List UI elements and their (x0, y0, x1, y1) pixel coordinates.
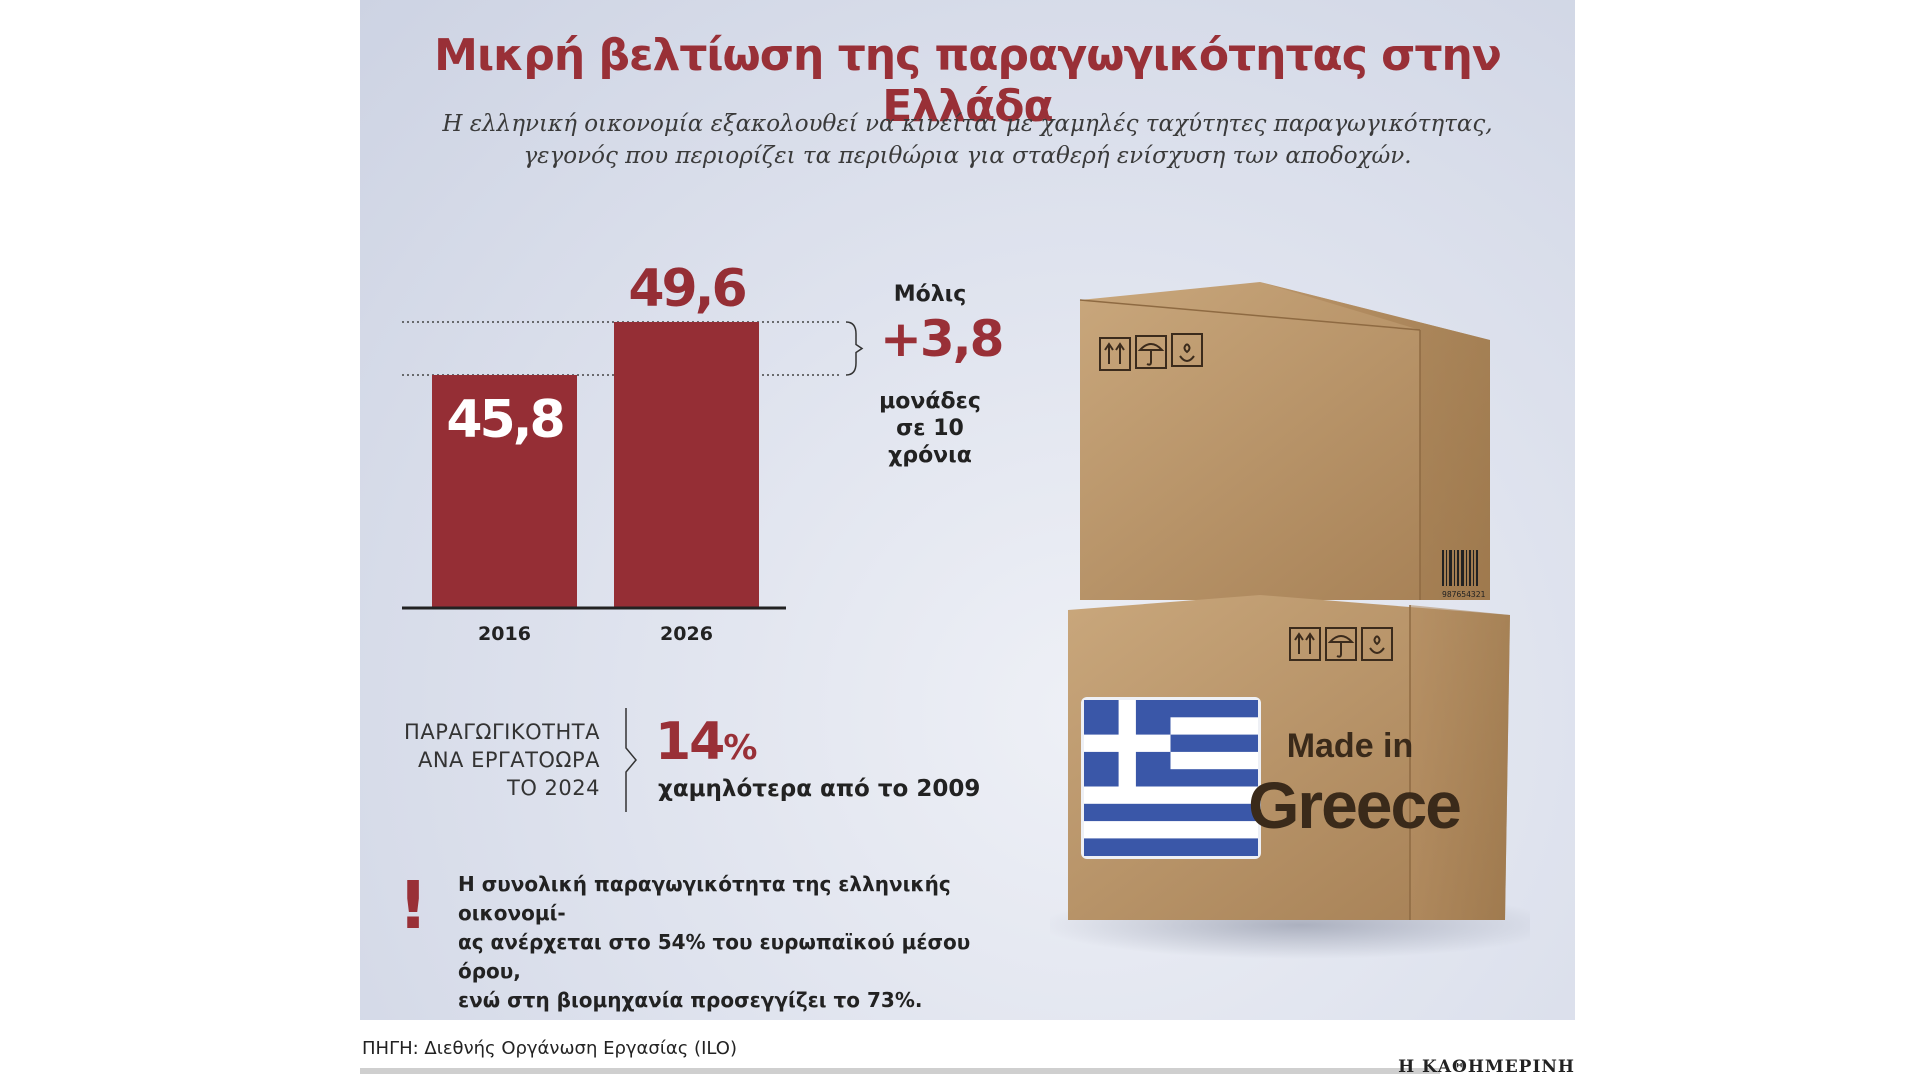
alert-text: Η συνολική παραγωγικότητα της ελληνικής … (458, 870, 978, 1015)
change-note-line-3: χρόνια (888, 443, 972, 468)
chart-subtitle: Η ελληνική οικονομία εξακολουθεί να κινε… (360, 108, 1575, 172)
change-note-line-1: μονάδες (879, 389, 981, 414)
productivity-divider (625, 708, 637, 812)
top-box: 987654321 (1079, 282, 1490, 600)
productivity-value: 14% (655, 712, 757, 772)
change-note-caption: μονάδες σε 10 χρόνια (870, 388, 990, 469)
barcode: 987654321 (1442, 550, 1486, 599)
alert-line-2: ας ανέρχεται στο 54% του ευρωπαϊκού μέσο… (458, 930, 971, 983)
box-text-line-2: Greece (1248, 768, 1460, 842)
chart-title: Μικρή βελτίωση της παραγωγικότητας στην … (434, 30, 1502, 132)
source-note: ΠΗΓΗ: Διεθνής Οργάνωση Εργασίας (ILO) (362, 1038, 737, 1059)
x-tick-label-2016: 2016 (478, 623, 531, 645)
brand-logo: Η ΚΑΘΗΜΕΡΙΝΗ (1398, 1057, 1575, 1077)
greek-flag (1081, 697, 1261, 859)
arrows-up-icon (1099, 337, 1131, 371)
productivity-caption: χαμηλότερα από το 2009 (658, 776, 981, 802)
change-note-top: Μόλις (893, 282, 967, 307)
bottom-box: Made in Greece (1068, 595, 1510, 920)
productivity-label: ΠΑΡΑΓΩΓΙΚΟΤΗΤΑ ΑΝΑ ΕΡΓΑΤΟΩΡΑ ΤΟ 2024 (380, 718, 600, 802)
box-text-line-1: Made in (1287, 727, 1414, 765)
change-note-value: +3,8 (880, 310, 1004, 368)
change-note-line-2: σε 10 (896, 416, 964, 441)
barcode-number: 987654321 (1442, 590, 1486, 599)
productivity-unit: % (723, 728, 757, 768)
change-bracket (845, 321, 864, 376)
boxes-illustration: 987654321 (1050, 282, 1530, 959)
footer-bar (360, 1068, 1440, 1074)
alert-line-3: ενώ στη βιομηχανία προσεγγίζει το 73%. (458, 988, 923, 1012)
x-tick-label-2026: 2026 (660, 623, 713, 645)
hands-icon (1171, 333, 1203, 367)
bar-value-label-2016: 45,8 (446, 390, 562, 450)
subtitle-line-1: Η ελληνική οικονομία εξακολουθεί να κινε… (442, 111, 1493, 137)
bar-2016 (432, 375, 577, 608)
alert-line-1: Η συνολική παραγωγικότητα της ελληνικής … (458, 872, 951, 925)
bar-value-label-2026: 49,6 (628, 259, 745, 319)
bar-2026 (614, 322, 759, 608)
productivity-label-line-1: ΠΑΡΑΓΩΓΙΚΟΤΗΤΑ (404, 720, 600, 744)
productivity-label-line-3: ΤΟ 2024 (507, 776, 600, 800)
alert-icon: ! (398, 867, 429, 944)
subtitle-line-2: γεγονός που περιορίζει τα περιθώρια για … (523, 143, 1412, 169)
umbrella-icon (1135, 335, 1167, 369)
productivity-label-line-2: ΑΝΑ ΕΡΓΑΤΟΩΡΑ (417, 748, 600, 772)
productivity-number: 14 (655, 712, 725, 772)
